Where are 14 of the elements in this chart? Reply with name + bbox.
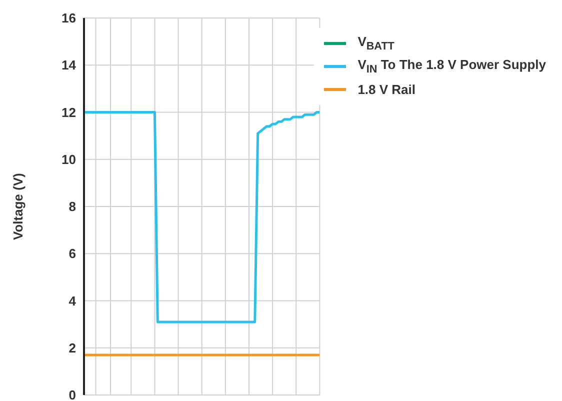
y-tick-label: 14	[62, 58, 77, 73]
y-axis-title: Voltage (V)	[10, 173, 26, 240]
y-tick-label: 6	[68, 246, 76, 262]
line-series	[84, 111, 320, 324]
y-tick-label: 10	[62, 152, 76, 167]
legend-label: V$_{IN}$ To The 1.8 V Power Supply	[358, 57, 546, 76]
y-tick-label: 8	[68, 199, 76, 214]
y-tick-label: 2	[68, 340, 76, 356]
y-tick-label: 12	[62, 104, 76, 120]
y-tick-label: 4	[68, 293, 77, 308]
y-tick-label: 16	[62, 10, 76, 26]
legend-label: 1.8 V Rail	[358, 82, 416, 97]
y-tick-label: 0	[68, 388, 76, 401]
legend-label: V$_{BATT}$	[358, 34, 394, 53]
